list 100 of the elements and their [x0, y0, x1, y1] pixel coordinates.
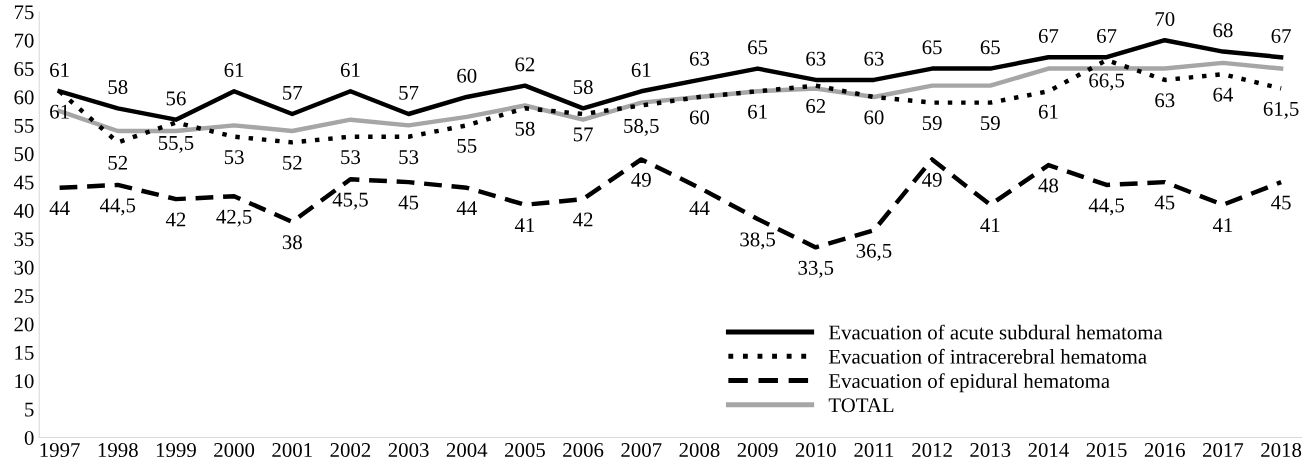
x-tick-label: 2010: [795, 442, 836, 458]
data-label: 61: [50, 104, 69, 119]
data-label: 67: [1097, 29, 1117, 43]
data-label: 42: [165, 212, 186, 227]
data-label: 42: [573, 212, 593, 227]
data-label: 58: [108, 80, 128, 95]
data-label: 57: [573, 127, 593, 142]
y-tick-label: 75: [14, 5, 34, 20]
y-tick-label: 25: [14, 289, 34, 304]
x-tick-label: 1998: [98, 442, 138, 458]
x-tick-label: 2017: [1203, 442, 1244, 458]
data-label: 63: [864, 51, 884, 66]
x-tick-label: 2009: [737, 442, 778, 458]
legend-label: Evacuation of intracerebral hematoma: [828, 348, 1147, 364]
data-label: 67: [1271, 29, 1291, 43]
x-tick-label: 2006: [563, 442, 604, 458]
x-tick-label: 2001: [272, 442, 312, 458]
data-label: 62: [515, 57, 535, 72]
x-tick-label: 1999: [156, 443, 196, 458]
y-tick-label: 65: [14, 62, 34, 77]
data-label: 70: [1155, 11, 1175, 26]
data-label: 48: [1038, 178, 1059, 193]
data-label: 65: [980, 40, 1000, 55]
data-label: 53: [224, 150, 244, 165]
data-label: 41: [514, 218, 535, 233]
data-label: 55,5: [158, 136, 194, 153]
y-tick-label: 10: [15, 374, 34, 389]
y-tick-label: 35: [14, 232, 34, 247]
data-label: 67: [1038, 29, 1059, 43]
x-tick-label: 1997: [40, 443, 80, 458]
data-label: 61,5: [1263, 101, 1299, 119]
data-label: 49: [631, 172, 651, 187]
data-label: 42,5: [216, 209, 252, 227]
data-label: 60: [864, 110, 884, 125]
x-tick-label: 2003: [388, 442, 429, 458]
data-label: 64: [1213, 87, 1234, 102]
x-tick-label: 2015: [1086, 442, 1127, 458]
data-label: 61: [748, 104, 767, 119]
data-label: 61: [50, 63, 69, 78]
x-tick-label: 2011: [854, 442, 894, 458]
data-label: 45: [1271, 195, 1291, 210]
data-label: 44: [689, 201, 710, 216]
data-label: 41: [1212, 218, 1233, 233]
x-tick-label: 2012: [912, 442, 952, 458]
x-tick-label: 2013: [970, 442, 1011, 458]
data-label: 61: [631, 63, 651, 78]
x-tick-label: 2002: [330, 442, 371, 458]
x-tick-label: 2016: [1144, 442, 1185, 458]
x-tick-label: 2014: [1028, 442, 1069, 458]
data-label: 62: [806, 99, 826, 114]
data-label: 63: [689, 51, 710, 66]
data-label: 52: [283, 155, 302, 170]
data-label: 60: [457, 68, 477, 83]
data-label: 57: [399, 85, 419, 100]
y-tick-label: 45: [13, 175, 34, 190]
x-tick-label: 2000: [214, 442, 255, 458]
y-tick-label: 55: [14, 118, 34, 133]
data-label: 45: [398, 195, 419, 210]
x-tick-label: 2007: [621, 442, 662, 458]
data-label: 57: [283, 85, 303, 100]
data-label: 53: [341, 150, 361, 165]
data-label: 45,5: [332, 192, 368, 210]
x-tick-label: 2008: [679, 442, 720, 458]
y-tick-label: 50: [14, 147, 34, 162]
data-label: 59: [981, 116, 1000, 131]
data-label: 65: [922, 40, 942, 55]
data-label: 61: [340, 63, 360, 78]
data-label: 52: [108, 155, 128, 170]
data-label: 61: [1038, 104, 1058, 119]
data-label: 38,5: [740, 232, 776, 250]
data-label: 63: [1155, 93, 1175, 108]
y-tick-label: 60: [14, 90, 34, 105]
y-tick-label: 70: [14, 33, 34, 48]
data-label: 44: [49, 201, 70, 216]
y-tick-label: 40: [13, 203, 34, 218]
x-tick-label: 2005: [505, 442, 545, 458]
data-label: 58,5: [624, 118, 659, 136]
data-label: 68: [1213, 23, 1233, 38]
y-tick-label: 15: [15, 345, 34, 360]
data-label: 44,5: [1088, 198, 1125, 216]
data-label: 60: [689, 110, 710, 125]
data-label: 61: [224, 63, 244, 78]
y-tick-label: 5: [25, 402, 34, 417]
y-tick-label: 20: [14, 317, 34, 332]
data-label: 65: [748, 40, 768, 55]
data-label: 41: [980, 218, 1000, 233]
data-label: 38: [282, 235, 302, 250]
data-label: 56: [166, 91, 186, 106]
data-label: 44,5: [99, 198, 136, 216]
data-label: 45: [1154, 195, 1175, 210]
data-label: 33,5: [798, 260, 834, 278]
data-label: 58: [515, 121, 535, 136]
data-label: 58: [573, 80, 593, 95]
data-label: 55: [457, 138, 477, 153]
y-tick-label: 0: [24, 430, 34, 445]
y-tick-label: 30: [14, 260, 34, 275]
data-label: 53: [399, 150, 419, 165]
legend-label: TOTAL: [828, 398, 894, 413]
data-label: 36,5: [856, 243, 892, 261]
data-label: 44: [456, 201, 477, 216]
